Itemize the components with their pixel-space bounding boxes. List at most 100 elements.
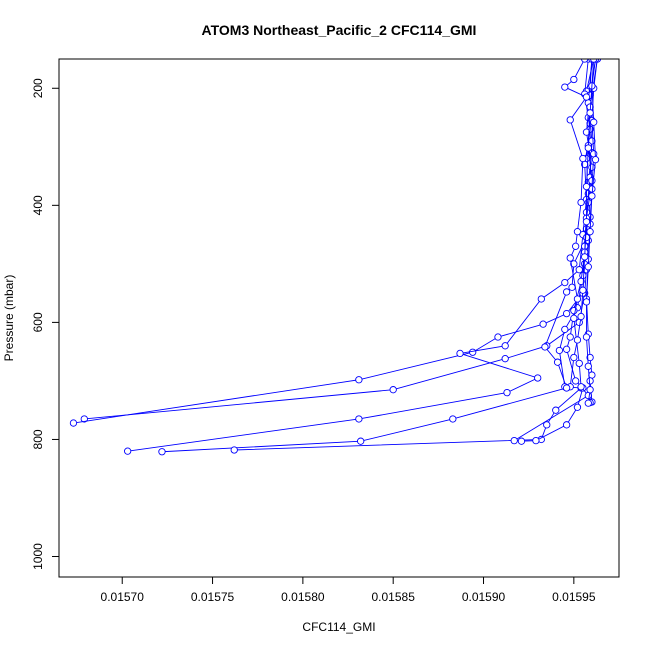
y-tick-label: 1000 — [31, 543, 45, 570]
data-point — [517, 437, 526, 445]
data-point — [158, 448, 166, 456]
y-tick-label: 600 — [31, 312, 45, 332]
data-point — [543, 421, 551, 429]
series-line — [513, 59, 589, 442]
y-tick-label: 800 — [31, 429, 45, 449]
data-point — [566, 254, 574, 262]
data-point — [586, 353, 594, 362]
x-axis: 0.01570 0.01575 0.01580 0.01585 0.01590 0.015… — [101, 577, 596, 604]
y-axis-label: Pressure (mbar) — [2, 275, 16, 362]
y-axis: 200 400 600 800 1000 — [31, 78, 59, 570]
data-point — [575, 266, 583, 274]
data-point — [582, 128, 591, 136]
data-point — [586, 377, 594, 385]
data-point — [510, 436, 518, 445]
data-point — [80, 415, 88, 423]
data-point — [570, 75, 578, 84]
data-point — [539, 320, 547, 328]
y-tick-label: 200 — [31, 78, 45, 98]
data-point — [581, 59, 589, 63]
data-point — [456, 349, 464, 358]
data-point — [579, 286, 587, 294]
data-point — [572, 377, 580, 385]
data-point — [582, 333, 591, 341]
data-point — [573, 228, 582, 236]
series-10 — [562, 59, 598, 392]
data-point — [577, 198, 585, 207]
data-point — [568, 283, 576, 291]
data-point — [494, 333, 502, 341]
data-point — [577, 277, 585, 286]
x-tick-label: 0.01585 — [371, 590, 415, 604]
data-point — [590, 118, 598, 126]
data-point — [562, 421, 571, 429]
data-point — [503, 388, 511, 397]
data-point — [577, 383, 585, 391]
data-point — [124, 447, 132, 455]
data-point — [570, 353, 578, 362]
x-tick-label: 0.01580 — [281, 590, 325, 604]
data-point — [552, 406, 560, 414]
y-tick-label: 400 — [31, 195, 45, 215]
x-tick-label: 0.01570 — [101, 590, 145, 604]
data-point — [573, 336, 582, 344]
data-point — [532, 436, 540, 445]
data-point — [582, 233, 591, 242]
data-point — [566, 333, 574, 341]
data-point — [355, 376, 363, 384]
data-point — [357, 437, 365, 445]
data-point — [570, 260, 578, 268]
data-point — [562, 345, 571, 353]
data-point — [449, 415, 457, 423]
data-point — [69, 419, 78, 427]
data-point — [566, 116, 574, 124]
data-point — [590, 59, 598, 63]
data-point — [562, 384, 571, 392]
data-point — [230, 446, 238, 454]
x-tick-label: 0.01595 — [552, 590, 596, 604]
data-point — [579, 154, 587, 163]
data-point — [581, 253, 589, 261]
series-line — [566, 59, 595, 389]
data-point — [582, 93, 591, 101]
data-point — [572, 242, 580, 250]
data-point — [469, 348, 477, 356]
data-point — [501, 355, 509, 363]
data-point — [588, 192, 596, 200]
data-point — [582, 182, 591, 191]
data-point — [355, 415, 363, 423]
data-point — [562, 309, 571, 318]
data-point — [584, 399, 592, 407]
data-point — [591, 156, 600, 164]
data-point — [584, 263, 592, 271]
data-point — [541, 343, 549, 351]
data-point — [573, 295, 582, 303]
series-line — [586, 59, 596, 404]
chart-title: ATOM3 Northeast_Pacific_2 CFC114_GMI — [202, 22, 477, 38]
data-point — [561, 325, 569, 334]
data-point — [389, 386, 397, 394]
data-point — [584, 144, 592, 152]
data-point — [586, 228, 594, 236]
data-point — [577, 312, 585, 321]
x-tick-label: 0.01590 — [462, 590, 506, 604]
data-point — [584, 362, 592, 370]
series-layer — [69, 59, 601, 456]
data-point — [553, 358, 562, 366]
data-point — [575, 359, 583, 368]
data-point — [534, 374, 542, 382]
data-point — [501, 342, 509, 350]
data-point — [586, 386, 594, 394]
data-point — [561, 83, 569, 91]
data-point — [555, 346, 564, 355]
data-point — [537, 295, 545, 303]
data-point — [570, 314, 578, 322]
series-7 — [510, 59, 592, 445]
series-line — [521, 59, 598, 442]
x-tick-label: 0.01575 — [191, 590, 235, 604]
data-point — [562, 288, 571, 296]
data-point — [561, 278, 569, 287]
data-point — [582, 298, 591, 306]
